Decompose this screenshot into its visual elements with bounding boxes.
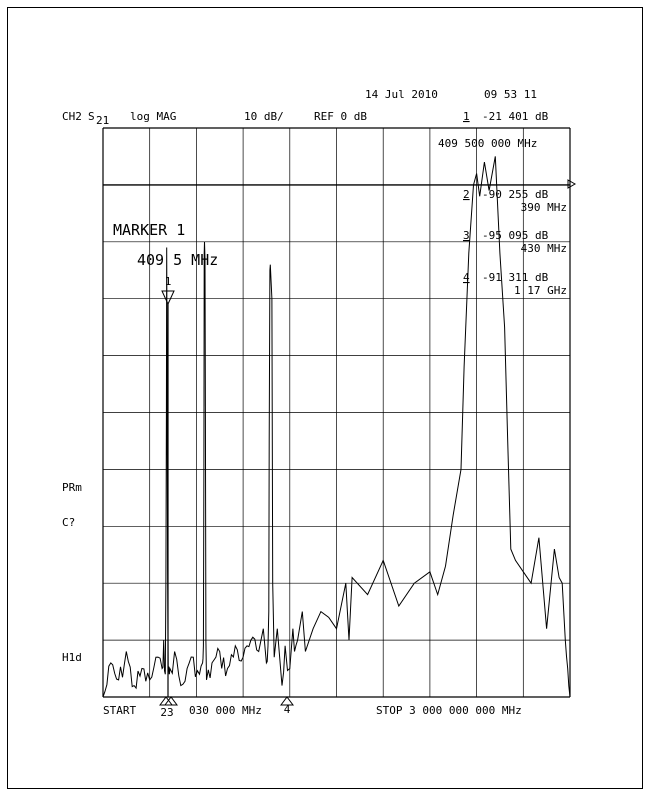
marker4-num: 4	[463, 271, 470, 284]
header-marker-num: 1	[463, 110, 470, 123]
marker3-value: -95 095 dB	[482, 229, 549, 242]
marker4-flag-label: 4	[284, 703, 291, 716]
marker1-flag-label: 1	[165, 275, 172, 288]
marker-box-frequency: 409 5 MHz	[137, 251, 218, 269]
marker2-frequency: 390 MHz	[521, 201, 567, 214]
marker3-frequency: 430 MHz	[521, 242, 567, 255]
header-param: S	[88, 110, 95, 123]
footer-start: START	[103, 704, 136, 717]
label-hold: H1d	[62, 651, 82, 664]
reference-marker-icon	[567, 179, 577, 189]
marker4-frequency: 1 17 GHz	[514, 284, 567, 297]
header-format: log MAG	[130, 110, 176, 123]
plot-frame	[7, 7, 643, 789]
trace-line	[102, 156, 571, 698]
header-scale: 10 dB/	[244, 110, 284, 123]
marker4-value: -91 311 dB	[482, 271, 549, 284]
header-param-sub: 21	[96, 114, 109, 127]
marker-box-title: MARKER 1	[113, 221, 185, 239]
marker1-flag: 1	[161, 275, 175, 306]
footer-start-value: 030 000 MHz	[189, 704, 262, 717]
marker2-value: -90 255 dB	[482, 188, 549, 201]
plot-grid	[102, 127, 571, 698]
marker2-num: 2	[463, 188, 470, 201]
header-marker-value: -21 401 dB	[482, 110, 549, 123]
marker3-num: 3	[463, 229, 470, 242]
marker1-frequency: 409 500 000 MHz	[438, 137, 537, 150]
marker4-flag: 4	[280, 696, 294, 716]
marker23-flag-label: 23	[160, 706, 173, 719]
marker23-flag: 23	[159, 696, 178, 719]
header-time: 09 53 11	[484, 88, 537, 101]
header-channel: CH2	[62, 110, 82, 123]
header-date: 14 Jul 2010	[365, 88, 438, 101]
footer-stop: STOP 3 000 000 000 MHz	[376, 704, 522, 717]
label-prm: PRm	[62, 481, 82, 494]
header-ref: REF 0 dB	[314, 110, 367, 123]
label-cal: C?	[62, 516, 75, 529]
